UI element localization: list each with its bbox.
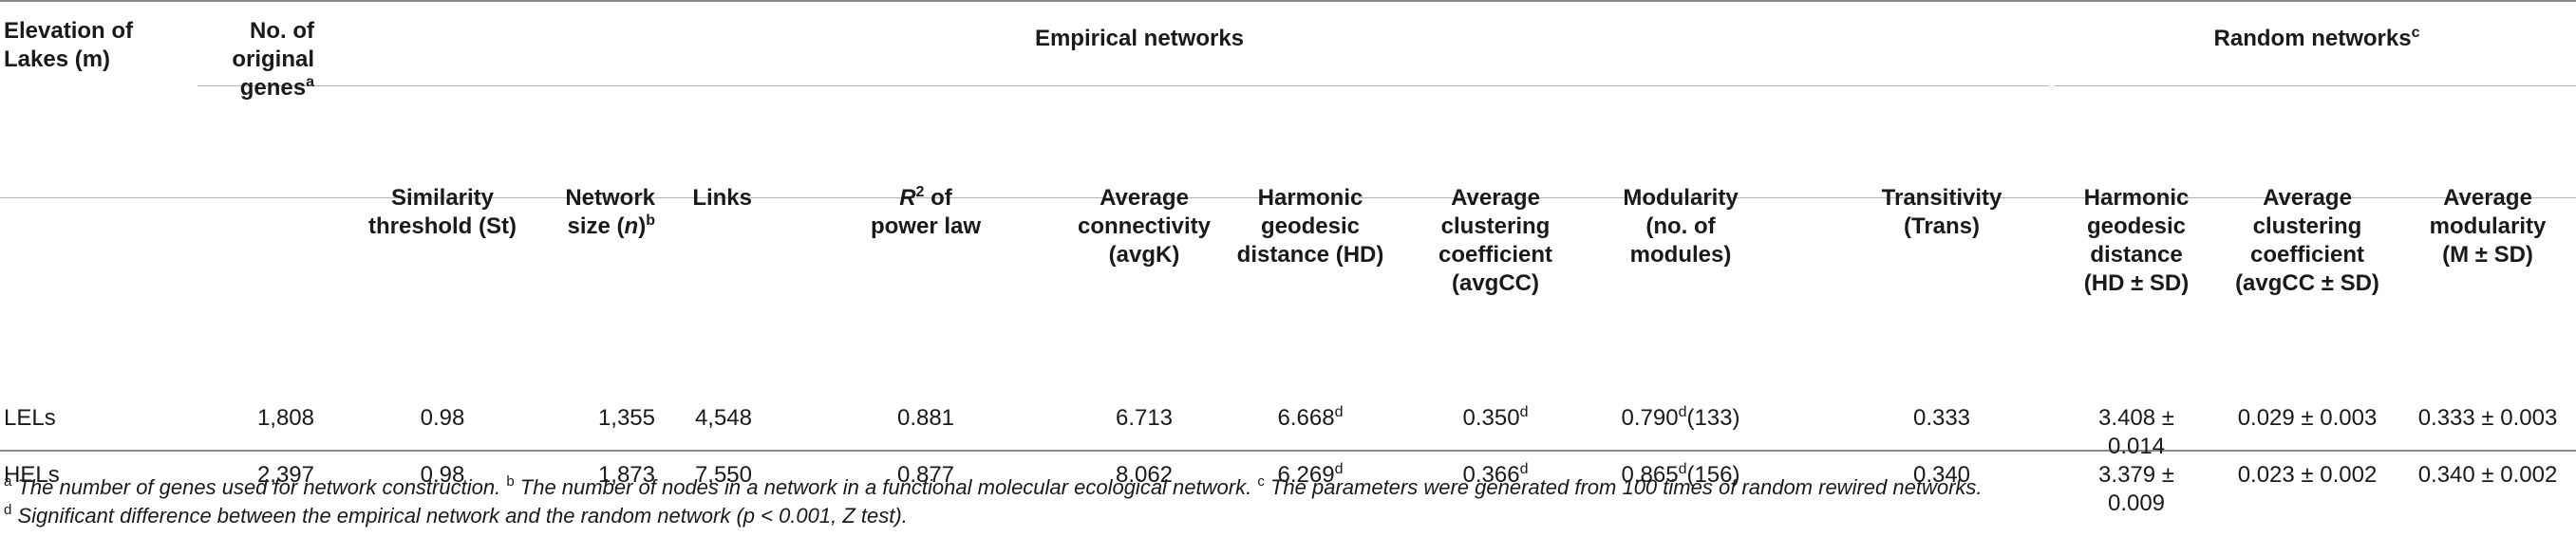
cell-avg-connectivity: 8.062 [1115, 462, 1174, 488]
cell-links: 7,550 [694, 462, 752, 488]
cell-random-avg-clustering: 0.029 ± 0.003 [2237, 405, 2378, 431]
empirical-group-rule [197, 85, 2049, 86]
cell-random-harmonic-distance: 3.379 ± 0.009 [2098, 462, 2174, 516]
cell-lake: HELs [4, 462, 60, 488]
header-links: Links [692, 185, 752, 211]
header-random-harmonic-distance: Harmonic geodesic distance (HD ± SD) [2083, 185, 2190, 296]
header-random-avg-clustering: Average clustering coefficient (avgCC ± … [2235, 185, 2379, 296]
header-elevation: Elevation of Lakes (m) [4, 18, 134, 72]
cell-similarity-threshold: 0.98 [420, 462, 465, 488]
header-harmonic-distance: Harmonic geodesic distance (HD) [1236, 185, 1384, 268]
header-similarity-threshold: Similarity threshold (St) [368, 185, 517, 239]
cell-transitivity: 0.340 [1912, 462, 1971, 488]
cell-random-avg-modularity: 0.333 ± 0.003 [2417, 405, 2558, 431]
cell-harmonic-distance: 6.269d [1277, 461, 1344, 489]
cell-modularity: 0.865d(156) [1621, 461, 1740, 489]
cell-random-avg-clustering: 0.023 ± 0.002 [2237, 462, 2378, 488]
cell-random-harmonic-distance: 3.408 ± 0.014 [2098, 405, 2174, 459]
header-avg-clustering: Average clustering coefficient (avgCC) [1438, 185, 1553, 296]
cell-similarity-threshold: 0.98 [420, 405, 465, 431]
cell-random-avg-modularity: 0.340 ± 0.002 [2417, 462, 2558, 488]
header-avg-connectivity: Average connectivity (avgK) [1077, 185, 1212, 268]
cell-network-size: 1,873 [597, 462, 655, 488]
header-random-group: Random networksc [2213, 25, 2420, 52]
header-transitivity: Transitivity (Trans) [1881, 185, 2003, 239]
cell-avg-clustering: 0.350d [1462, 404, 1529, 432]
header-modularity: Modularity (no. of modules) [1623, 185, 1739, 268]
cell-original-genes: 2,397 [256, 462, 314, 488]
cell-r2: 0.881 [896, 405, 955, 431]
cell-r2: 0.877 [896, 462, 955, 488]
cell-avg-clustering: 0.366d [1462, 461, 1529, 489]
cell-transitivity: 0.333 [1912, 405, 1971, 431]
cell-modularity: 0.790d(133) [1621, 404, 1740, 432]
header-random-avg-modularity: Average modularity (M ± SD) [2429, 185, 2547, 268]
header-original-genes: No. of original genesa [232, 18, 314, 101]
header-r2: R2 of power law [870, 184, 982, 240]
top-rule [0, 0, 2576, 2]
cell-original-genes: 1,808 [256, 405, 314, 431]
cell-lake: LELs [4, 405, 56, 431]
random-group-rule [2055, 85, 2576, 86]
cell-links: 4,548 [694, 405, 752, 431]
body-bottom-rule [0, 450, 2576, 452]
footnotes-line-1: a The number of genes used for network c… [4, 473, 1983, 499]
header-empirical-group: Empirical networks [1034, 26, 1245, 51]
header-network-size: Network size (n)b [565, 185, 655, 239]
cell-network-size: 1,355 [597, 405, 655, 431]
footnotes-line-2: d Significant difference between the emp… [4, 502, 908, 528]
header-bottom-rule [0, 197, 2576, 198]
cell-avg-connectivity: 6.713 [1115, 405, 1174, 431]
cell-harmonic-distance: 6.668d [1277, 404, 1344, 432]
